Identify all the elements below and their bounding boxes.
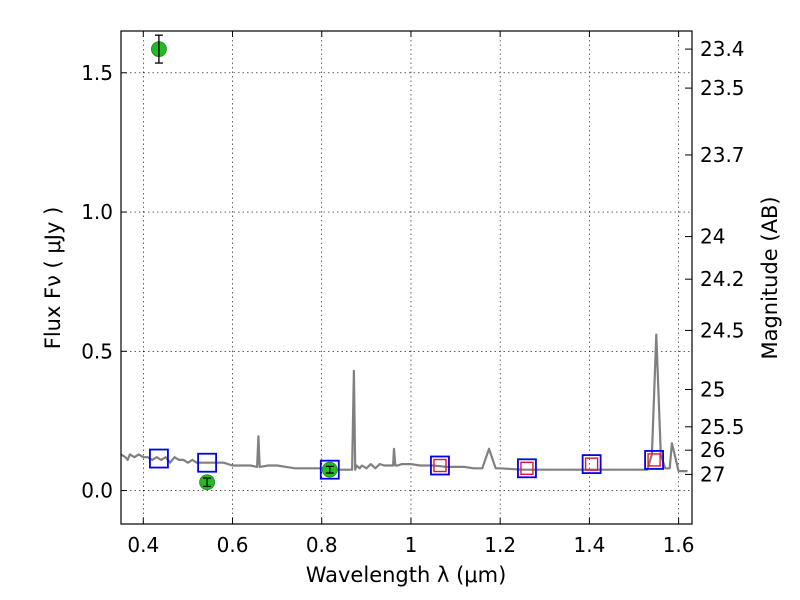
model-photometry-square xyxy=(644,450,664,470)
y2-tick-label: 23.4 xyxy=(700,37,745,61)
model-photometry-red-square xyxy=(433,458,447,473)
plot-frame xyxy=(120,30,693,525)
y2-tick-label: 27 xyxy=(700,462,725,486)
y2-tick-label: 25.5 xyxy=(700,415,745,439)
x-tick-label: 1.6 xyxy=(663,533,695,557)
y-tick-label: 0.0 xyxy=(81,479,113,503)
model-photometry-square xyxy=(319,459,340,480)
x-tick-label: 0.6 xyxy=(217,533,249,557)
gridlines xyxy=(121,31,692,524)
y2-tick-label: 25 xyxy=(700,377,725,401)
model-photometry-red-square xyxy=(584,457,599,471)
x-tick-label: 1.2 xyxy=(484,533,516,557)
y-tick-label: 0.5 xyxy=(81,339,113,363)
model-spectrum-line xyxy=(120,333,688,473)
y-ticks: 0.0 0.5 1.0 1.5 xyxy=(81,61,127,503)
plot-series xyxy=(120,34,688,491)
model-photometry-square xyxy=(197,452,217,473)
y-tick-label: 1.0 xyxy=(81,200,113,224)
x-tick-label: 1.4 xyxy=(573,533,605,557)
model-photometry-square xyxy=(517,458,537,479)
model-photometry-red-square xyxy=(647,453,661,467)
y-tick-label: 1.5 xyxy=(81,61,113,85)
x-tick-label: 0.8 xyxy=(306,533,338,557)
y2-axis-label: Magnitude (AB) xyxy=(758,196,782,359)
x-axis-label: Wavelength λ (μm) xyxy=(306,563,507,587)
y2-tick-label: 23.7 xyxy=(700,143,745,167)
y2-tick-label: 24 xyxy=(700,225,725,249)
y2-tick-label: 26 xyxy=(700,438,725,462)
model-photometry-square xyxy=(149,448,169,469)
y2-tick-label: 24.5 xyxy=(700,318,745,342)
model-photometry-square xyxy=(430,455,450,476)
y-axis-label: Flux Fν ( μJy ) xyxy=(41,207,65,350)
x-tick-label: 0.4 xyxy=(127,533,159,557)
y2-tick-label: 23.5 xyxy=(700,76,745,100)
model-photometry-square xyxy=(581,454,602,475)
y2-tick-label: 24.2 xyxy=(700,267,745,291)
x-tick-label: 1 xyxy=(405,533,418,557)
model-photometry-red-square xyxy=(520,461,534,475)
x-ticks: 0.4 0.6 0.8 1 1.2 1.4 1.6 xyxy=(127,31,695,557)
